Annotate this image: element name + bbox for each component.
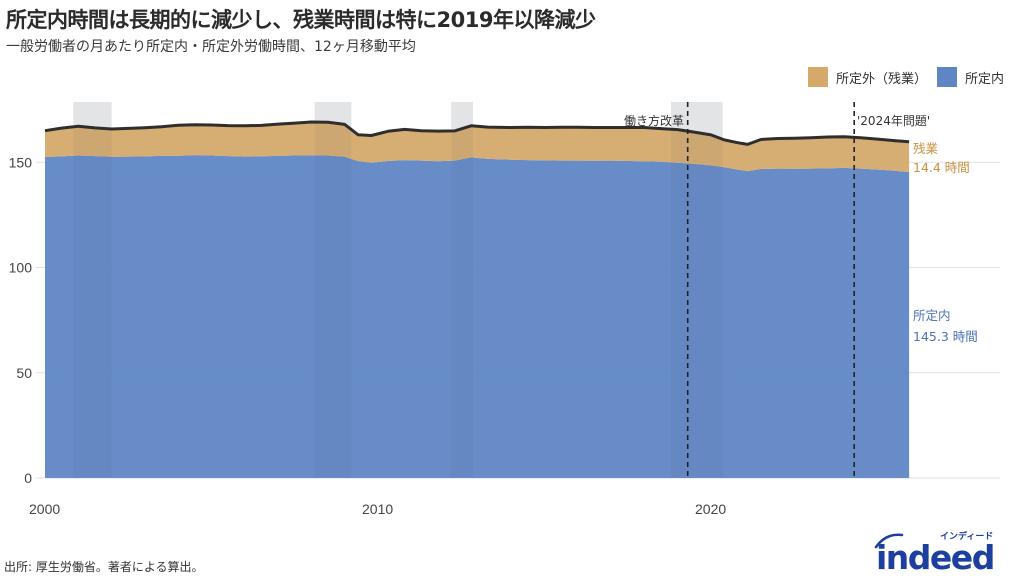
annotation-work-style-reform: 働き方改革	[624, 113, 684, 128]
logo-wordmark: indeed	[876, 538, 994, 573]
recession-band-overlay	[671, 102, 723, 478]
y-tick-label: 100	[9, 260, 33, 276]
chart-subtitle: 一般労働者の月あたり所定内・所定外労働時間、12ヶ月移動平均	[6, 39, 416, 55]
scheduled-hours-area	[45, 155, 910, 478]
indeed-logo: インディード indeed	[874, 530, 995, 573]
end-label-scheduled-value: 145.3 時間	[913, 329, 978, 344]
legend-item-overtime: 所定外（残業）	[807, 67, 927, 87]
chart-title: 所定内時間は長期的に減少し、残業時間は特に2019年以降減少	[6, 8, 596, 32]
y-tick-label: 150	[9, 154, 33, 170]
end-label-overtime-name: 残業	[913, 141, 939, 156]
legend-label-scheduled: 所定内	[964, 71, 1004, 87]
recession-band-overlay	[451, 102, 473, 478]
logo-kana: インディード	[940, 530, 993, 542]
legend-swatch-scheduled	[936, 67, 957, 87]
legend-label-overtime: 所定外（残業）	[835, 71, 927, 87]
chart-legend: 所定外（残業） 所定内	[807, 67, 1004, 87]
y-tick-label: 50	[16, 365, 32, 381]
logo-arc-icon	[874, 533, 904, 549]
annotation-2024-problem: '2024年問題'	[857, 114, 930, 128]
legend-item-scheduled: 所定内	[936, 67, 1004, 87]
recession-shading-overlay	[73, 102, 723, 478]
overtime-hours-area	[45, 122, 910, 173]
source-note: 出所: 厚生労働省。著者による算出。	[4, 560, 204, 574]
end-label-overtime-value: 14.4 時間	[913, 160, 970, 175]
y-axis: 0 50 100 150	[9, 154, 33, 486]
legend-swatch-overtime	[807, 67, 828, 87]
x-tick-label: 2010	[362, 501, 393, 517]
end-label-scheduled-name: 所定内	[913, 308, 951, 323]
x-tick-label: 2000	[29, 501, 60, 517]
x-tick-label: 2020	[695, 501, 726, 517]
recession-band-overlay	[73, 102, 112, 478]
x-axis: 2000 2010 2020	[29, 501, 726, 517]
y-tick-label: 0	[24, 470, 32, 486]
total-hours-line	[44, 120, 910, 146]
recession-band-overlay	[314, 102, 352, 478]
